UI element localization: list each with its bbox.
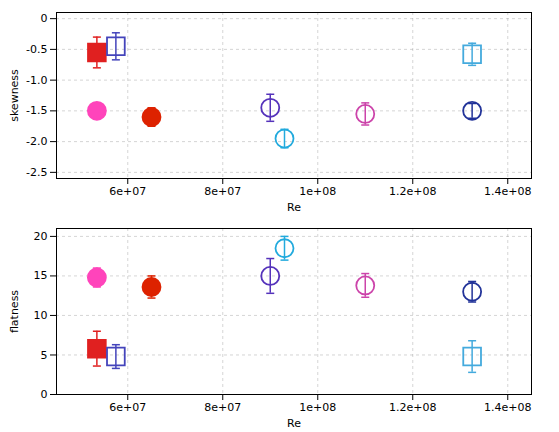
svg-text:5: 5 bbox=[41, 348, 48, 361]
svg-text:1.2e+08: 1.2e+08 bbox=[389, 185, 436, 198]
svg-text:0: 0 bbox=[41, 12, 48, 25]
svg-text:1.4e+08: 1.4e+08 bbox=[484, 185, 531, 198]
svg-text:-0.5: -0.5 bbox=[26, 43, 47, 56]
svg-text:1.2e+08: 1.2e+08 bbox=[389, 401, 436, 414]
svg-text:flatness: flatness bbox=[8, 290, 21, 333]
svg-text:1.4e+08: 1.4e+08 bbox=[484, 401, 531, 414]
svg-text:-2.0: -2.0 bbox=[26, 135, 47, 148]
svg-text:15: 15 bbox=[34, 269, 48, 282]
svg-text:1e+08: 1e+08 bbox=[299, 185, 336, 198]
svg-text:10: 10 bbox=[34, 309, 48, 322]
svg-text:-1.0: -1.0 bbox=[26, 74, 47, 87]
svg-text:20: 20 bbox=[34, 230, 48, 243]
svg-text:6e+07: 6e+07 bbox=[109, 185, 146, 198]
svg-text:Re: Re bbox=[287, 417, 301, 430]
svg-text:-2.5: -2.5 bbox=[26, 166, 47, 179]
svg-text:0: 0 bbox=[41, 388, 48, 401]
svg-text:-1.5: -1.5 bbox=[26, 104, 47, 117]
svg-text:8e+07: 8e+07 bbox=[204, 401, 241, 414]
svg-text:1e+08: 1e+08 bbox=[299, 401, 336, 414]
svg-text:6e+07: 6e+07 bbox=[109, 401, 146, 414]
svg-text:Re: Re bbox=[287, 201, 301, 214]
svg-text:skewness: skewness bbox=[8, 69, 21, 122]
svg-text:8e+07: 8e+07 bbox=[204, 185, 241, 198]
